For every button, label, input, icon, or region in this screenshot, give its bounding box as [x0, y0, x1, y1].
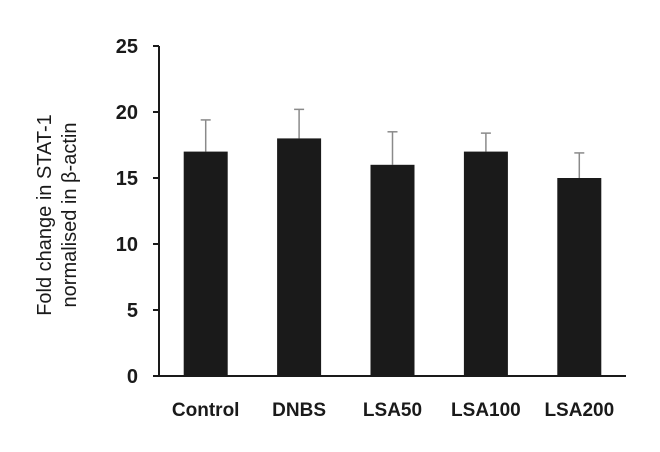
y-axis-title: Fold change in STAT-1 normalised in β-ac…: [34, 114, 81, 316]
y-tick-label-3: 15: [116, 168, 138, 190]
y-tick-label-0: 0: [127, 366, 138, 388]
bar-lsa50: [370, 164, 415, 376]
x-label-lsa200: LSA200: [544, 400, 614, 421]
y-axis-title-line-2: normalised in β-actin: [59, 123, 81, 308]
x-label-lsa100: LSA100: [451, 400, 521, 421]
x-axis-labels: Control DNBS LSA50 LSA100 LSA200: [172, 400, 614, 421]
x-label-control: Control: [172, 400, 240, 421]
x-label-dnbs: DNBS: [272, 400, 326, 421]
y-tick-label-4: 20: [116, 102, 138, 124]
error-bar-lsa200: [574, 152, 585, 178]
y-tick-label-2: 10: [116, 234, 138, 256]
error-bar-lsa100: [480, 132, 491, 152]
error-bar-control: [200, 119, 211, 152]
bar-control: [183, 151, 228, 376]
bar-lsa200: [557, 178, 602, 376]
x-label-lsa50: LSA50: [363, 400, 422, 421]
y-axis-title-line-1: Fold change in STAT-1: [34, 114, 56, 316]
error-bar-dnbs: [294, 108, 305, 139]
y-tick-label-1: 5: [127, 300, 138, 322]
bar-dnbs: [277, 138, 322, 376]
y-tick-label-5: 25: [116, 36, 138, 58]
error-bar-lsa50: [387, 131, 398, 165]
error-bars: [200, 108, 585, 178]
bars: [183, 138, 602, 376]
y-axis-ticks: 0 5 10 15 20 25: [116, 36, 159, 388]
bar-lsa100: [463, 151, 508, 376]
